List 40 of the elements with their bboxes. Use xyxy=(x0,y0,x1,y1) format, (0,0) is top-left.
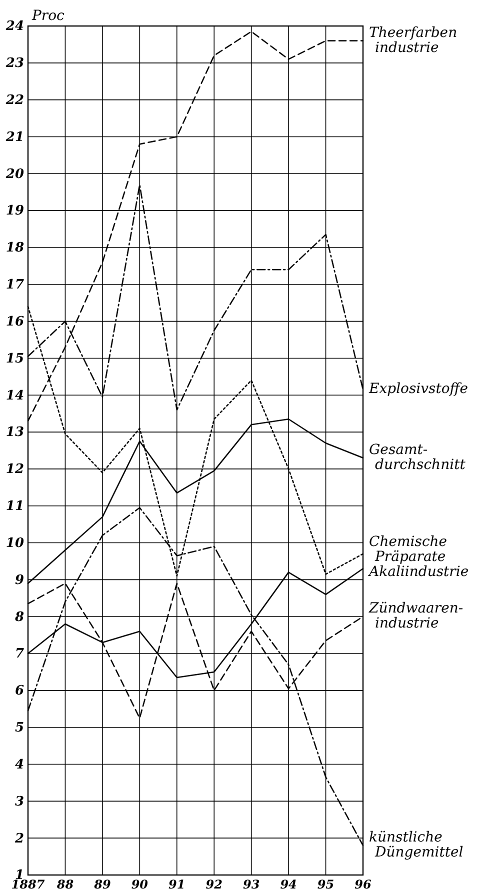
y-tick-label: 7 xyxy=(14,646,24,662)
y-tick-label: 14 xyxy=(6,388,24,404)
y-tick-label: 17 xyxy=(6,278,24,293)
y-tick-label: 6 xyxy=(14,684,24,699)
y-tick-label: 21 xyxy=(4,130,24,145)
y-tick-label: 11 xyxy=(6,499,24,514)
series-label: Explosivstoffe xyxy=(368,381,468,398)
x-tick-label: 96 xyxy=(354,878,372,892)
y-tick-label: 2 xyxy=(14,831,24,846)
y-tick-label: 9 xyxy=(14,572,24,588)
y-tick-label: 12 xyxy=(6,462,24,478)
x-tick-label: 88 xyxy=(56,878,74,892)
y-tick-label: 5 xyxy=(14,720,24,736)
y-tick-label: 23 xyxy=(4,56,24,72)
y-tick-label: 4 xyxy=(14,757,24,772)
y-tick-label: 18 xyxy=(6,240,24,256)
x-tick-label: 92 xyxy=(206,878,222,892)
series-label: Chemische Präparate xyxy=(369,534,448,565)
y-tick-label: 19 xyxy=(6,204,24,219)
series-label: Akaliindustrie xyxy=(367,564,469,580)
x-tick-label: 93 xyxy=(242,878,260,892)
series-label: Zündwaaren-industrie xyxy=(368,600,464,632)
x-tick-label: 90 xyxy=(131,878,149,892)
series-label: künstliche Düngemittel xyxy=(369,829,464,860)
x-tick-label: 95 xyxy=(317,878,334,892)
y-axis-title: Proc xyxy=(31,8,65,24)
y-tick-label: 8 xyxy=(14,610,24,625)
y-tick-label: 20 xyxy=(4,166,24,182)
x-tick-label: 94 xyxy=(280,878,297,892)
series-label: Gesamt-durchschnitt xyxy=(369,442,466,473)
y-tick-label: 24 xyxy=(4,19,24,34)
y-tick-label: 15 xyxy=(6,351,24,366)
y-tick-label: 13 xyxy=(6,425,24,440)
y-tick-label: 10 xyxy=(6,536,24,551)
y-tick-label: 3 xyxy=(14,794,24,810)
x-tick-label: 91 xyxy=(168,878,186,892)
y-tick-label: 22 xyxy=(4,92,24,108)
x-tick-label: 89 xyxy=(93,878,112,892)
y-tick-label: 16 xyxy=(6,314,24,330)
series-label: Theerfarben industrie xyxy=(369,24,458,56)
